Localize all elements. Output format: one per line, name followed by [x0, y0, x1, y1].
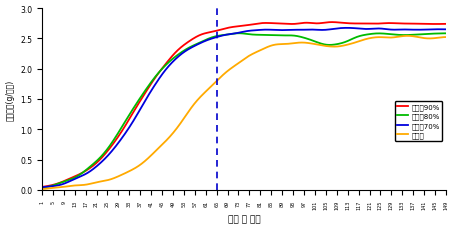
뽕나무80% [236, 33, 242, 35]
뽕나무90% [39, 186, 44, 188]
뽕나무70% [443, 29, 449, 32]
뽕나무90% [346, 23, 351, 25]
Line: 뽕나무70%: 뽕나무70% [42, 29, 446, 187]
Line: 뽕나무90%: 뽕나무90% [42, 23, 446, 187]
참나무 [285, 43, 290, 46]
뽕나무80% [64, 180, 69, 182]
뽕나무70% [39, 186, 44, 189]
뽕나무70% [344, 27, 350, 30]
뽕나무70% [296, 29, 302, 32]
참나무 [64, 185, 69, 188]
뽕나무70% [64, 181, 69, 184]
뽕나무90% [274, 23, 279, 26]
뽕나무70% [274, 30, 279, 32]
참나무 [443, 36, 449, 39]
참나무 [387, 37, 393, 40]
X-axis label: 부화 후 일수: 부화 후 일수 [227, 215, 260, 224]
뽕나무90% [296, 23, 302, 26]
뽕나무80% [443, 33, 449, 35]
Legend: 뽕나무90%, 뽕나무80%, 뽕나무70%, 참나무: 뽕나무90%, 뽕나무80%, 뽕나무70%, 참나무 [395, 101, 443, 141]
뽕나무70% [388, 29, 393, 32]
뽕나무80% [297, 36, 302, 39]
참나무 [296, 42, 302, 45]
뽕나무70% [285, 29, 290, 32]
뽕나무70% [346, 27, 351, 30]
뽕나무80% [285, 35, 291, 38]
Line: 뽕나무80%: 뽕나무80% [42, 34, 446, 188]
참나무 [274, 44, 279, 47]
참나무 [405, 35, 410, 38]
참나무 [345, 44, 351, 46]
뽕나무90% [329, 22, 335, 24]
뽕나무80% [274, 35, 280, 38]
참나무 [39, 188, 44, 191]
뽕나무90% [388, 23, 393, 25]
뽕나무80% [346, 40, 351, 43]
뽕나무90% [285, 23, 290, 26]
Y-axis label: 유충무게(g/마리): 유충무게(g/마리) [5, 79, 15, 120]
Line: 참나무: 참나무 [42, 37, 446, 189]
뽕나무90% [443, 23, 449, 26]
뽕나무80% [39, 187, 44, 190]
뽕나무90% [64, 179, 69, 181]
뽕나무80% [388, 34, 393, 36]
